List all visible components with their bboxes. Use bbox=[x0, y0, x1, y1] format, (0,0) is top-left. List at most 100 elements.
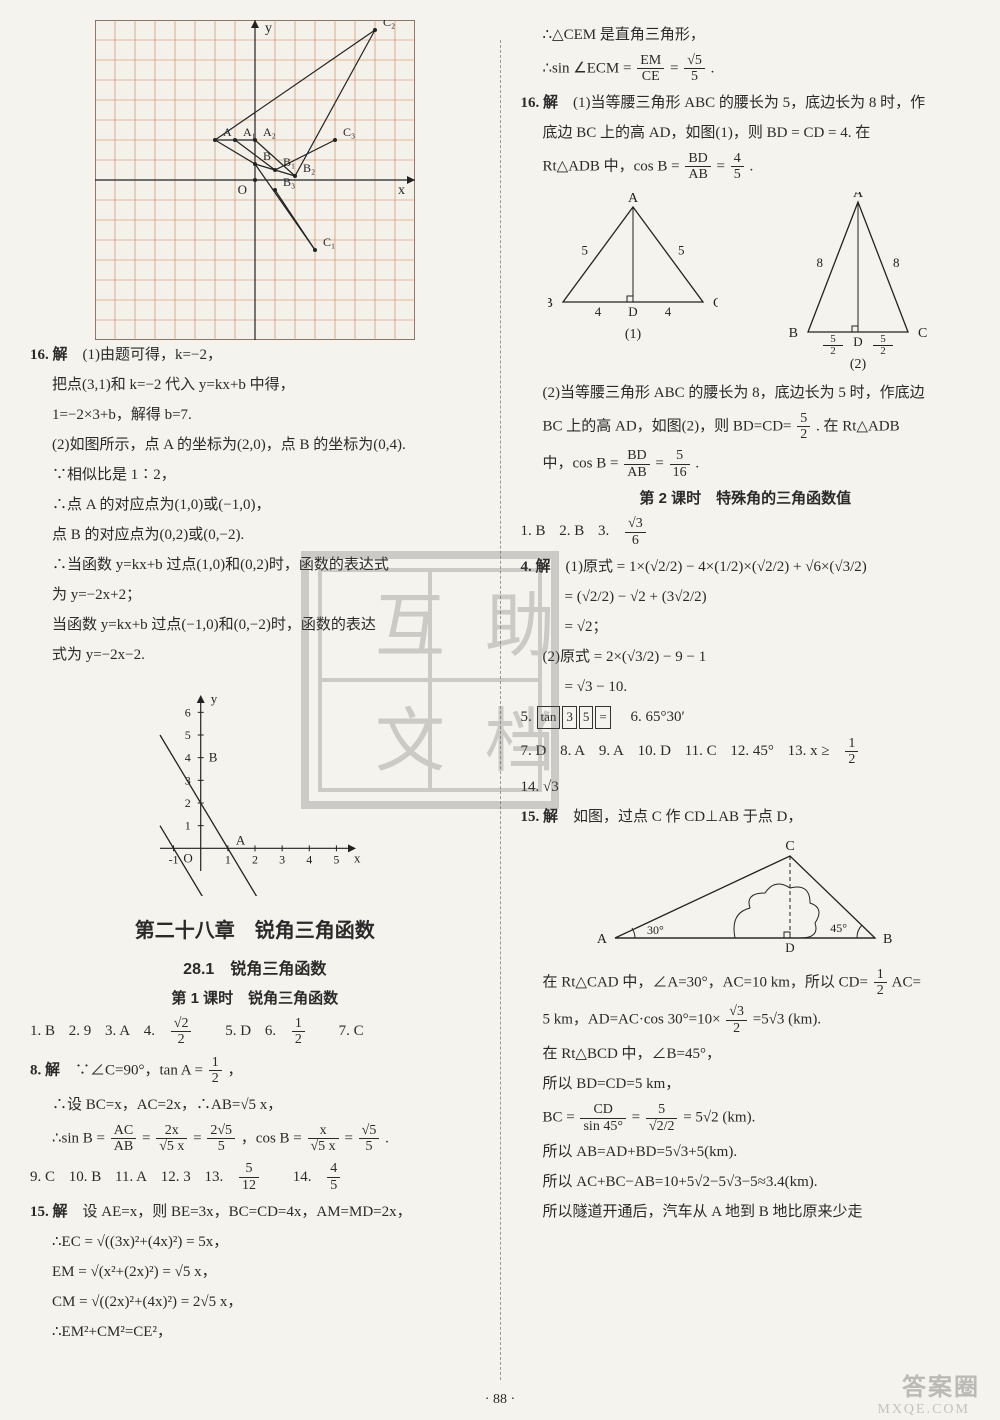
svg-text:D: D bbox=[628, 304, 637, 319]
svg-text:A: A bbox=[597, 932, 608, 947]
svg-text:B: B bbox=[883, 932, 892, 947]
q16-l7: 点 B 的对应点为(0,2)或(0,−2). bbox=[30, 523, 480, 547]
r-q15b-l4: 所以 BD=CD=5 km， bbox=[521, 1072, 971, 1096]
answers-row-2: 9. C 10. B 11. A 12. 3 13. 512 14. 45 bbox=[30, 1161, 480, 1193]
svg-text:y: y bbox=[265, 21, 272, 36]
q16-l9: 为 y=−2x+2； bbox=[30, 583, 480, 607]
section-title: 28.1 锐角三角函数 bbox=[30, 955, 480, 979]
svg-text:A: A bbox=[628, 192, 639, 206]
answers-row-4: 7. D 8. A 9. A 10. D 11. C 12. 45° 13. x… bbox=[521, 736, 971, 768]
lesson1-title: 第 1 课时 锐角三角函数 bbox=[30, 987, 480, 1008]
svg-text:C₂: C₂ bbox=[383, 20, 395, 29]
svg-text:8: 8 bbox=[816, 255, 823, 270]
svg-text:C: C bbox=[918, 326, 927, 341]
svg-text:2: 2 bbox=[252, 852, 258, 866]
q16-l6: ∴点 A 的对应点为(1,0)或(−1,0)， bbox=[30, 493, 480, 517]
svg-text:O: O bbox=[183, 850, 192, 865]
r-q15b-l3: 在 Rt△BCD 中，∠B=45°， bbox=[521, 1042, 971, 1066]
watermark-url: MXQE.COM bbox=[877, 1402, 970, 1418]
svg-text:B: B bbox=[548, 296, 553, 311]
q16-l3: 1=−2×3+b，解得 b=7. bbox=[30, 403, 480, 427]
svg-text:6: 6 bbox=[184, 705, 190, 719]
svg-text:C: C bbox=[786, 839, 795, 854]
svg-text:2: 2 bbox=[184, 796, 190, 810]
r-q15b-l5: BC = CDsin 45° = 5√2/2 = 5√2 (km). bbox=[521, 1102, 971, 1134]
svg-text:D: D bbox=[853, 334, 862, 349]
svg-text:1: 1 bbox=[184, 819, 190, 833]
r-q4-l3: = √2； bbox=[521, 615, 971, 639]
q16-label: 16. 解 (1)由题可得，k=−2， bbox=[30, 343, 480, 367]
svg-text:5: 5 bbox=[581, 242, 588, 257]
triangle-figure-3: 30°45°ABCD bbox=[595, 838, 895, 958]
page-container: xyOABA₁B₁A₂B₂C₁C₂C₃B₃ 16. 解 (1)由题可得，k=−2… bbox=[0, 0, 1000, 1420]
chapter-title: 第二十八章 锐角三角函数 bbox=[30, 914, 480, 943]
q16-l8: ∴当函数 y=kx+b 过点(1,0)和(0,2)时，函数的表达式 bbox=[30, 553, 480, 577]
svg-text:A: A bbox=[236, 832, 246, 847]
cont-l1: ∴△CEM 是直角三角形， bbox=[521, 23, 971, 47]
column-divider bbox=[500, 40, 501, 1380]
r-q16b-l1: (2)当等腰三角形 ABC 的腰长为 8，底边长为 5 时，作底边 bbox=[521, 381, 971, 405]
line-chart: -112345123456OxyAB bbox=[135, 676, 375, 896]
svg-text:y: y bbox=[210, 691, 217, 706]
svg-text:B₂: B₂ bbox=[303, 161, 315, 175]
svg-text:A₂: A₂ bbox=[263, 125, 276, 139]
q15-l5: ∴EM²+CM²=CE²， bbox=[30, 1320, 480, 1344]
answers-row-1: 1. B 2. 9 3. A 4. √22 5. D 6. 12 7. C bbox=[30, 1016, 480, 1048]
svg-text:5: 5 bbox=[184, 728, 190, 742]
r-q4-l5: = √3 − 10. bbox=[521, 675, 971, 699]
svg-text:4: 4 bbox=[184, 751, 190, 765]
r-q15b-l7: 所以 AC+BC−AB=10+5√2−5√3−5≈3.4(km). bbox=[521, 1170, 971, 1194]
svg-text:A₁: A₁ bbox=[243, 125, 256, 139]
svg-text:(2): (2) bbox=[849, 357, 866, 372]
svg-text:D: D bbox=[786, 940, 795, 955]
watermark-brand: 答案圈 bbox=[902, 1367, 980, 1402]
r-q4-label: 4. 解 (1)原式 = 1×(√2/2) − 4×(1/2)×(√2/2) +… bbox=[521, 555, 971, 579]
r-q16-l3: Rt△ADB 中，cos B = BDAB = 45 . bbox=[521, 151, 971, 183]
triangle-figure-2: ABCD885252(2) bbox=[773, 192, 943, 372]
r-q4-l4: (2)原式 = 2×(√3/2) − 9 − 1 bbox=[521, 645, 971, 669]
svg-text:C₃: C₃ bbox=[343, 125, 355, 139]
q8-l2: ∴设 BC=x，AC=2x，∴AB=√5 x， bbox=[30, 1093, 480, 1117]
r-q15b-l2: 5 km，AD=AC·cos 30°=10× √32 =5√3 (km). bbox=[521, 1004, 971, 1036]
svg-text:A: A bbox=[223, 125, 232, 139]
answers-row-3: 1. B 2. B 3. √36 bbox=[521, 516, 971, 548]
grid-figure: xyOABA₁B₁A₂B₂C₁C₂C₃B₃ bbox=[95, 20, 415, 340]
q15-l4: CM = √((2x)²+(4x)²) = 2√5 x， bbox=[30, 1290, 480, 1314]
r-q15b-l8: 所以隧道开通后，汽车从 A 地到 B 地比原来少走 bbox=[521, 1200, 971, 1224]
triangle-figure-1: A B C D 5 5 4 4 (1) bbox=[548, 192, 718, 342]
right-column: ∴△CEM 是直角三角形， ∴sin ∠ECM = EMCE = √55 . 1… bbox=[521, 20, 971, 1400]
svg-text:3: 3 bbox=[279, 852, 285, 866]
triangle-row: ABCD5544(1) ABCD885252(2) bbox=[521, 192, 971, 372]
q16-l11: 式为 y=−2x−2. bbox=[30, 643, 480, 667]
r-q4-l2: = (√2/2) − √2 + (3√2/2) bbox=[521, 585, 971, 609]
svg-text:8: 8 bbox=[893, 255, 900, 270]
svg-text:B₁: B₁ bbox=[283, 155, 295, 169]
svg-text:A: A bbox=[853, 192, 864, 201]
q15-label: 15. 解 设 AE=x，则 BE=3x，BC=CD=4x，AM=MD=2x， bbox=[30, 1200, 480, 1224]
svg-text:4: 4 bbox=[595, 304, 602, 319]
svg-text:30°: 30° bbox=[647, 923, 664, 937]
svg-text:B: B bbox=[263, 149, 271, 163]
r-q15b-l1: 在 Rt△CAD 中，∠A=30°，AC=10 km，所以 CD= 12 AC= bbox=[521, 967, 971, 999]
q5-line: 5. tan35= 6. 65°30′ bbox=[521, 705, 971, 729]
left-column: xyOABA₁B₁A₂B₂C₁C₂C₃B₃ 16. 解 (1)由题可得，k=−2… bbox=[30, 20, 480, 1400]
svg-text:O: O bbox=[237, 182, 246, 197]
svg-text:C: C bbox=[713, 296, 718, 311]
svg-text:(1): (1) bbox=[625, 327, 642, 342]
r-q16b-l3: 中，cos B = BDAB = 516 . bbox=[521, 448, 971, 480]
r-q16-l2: 底边 BC 上的高 AD，如图(1)，则 BD = CD = 4. 在 bbox=[521, 121, 971, 145]
svg-text:5: 5 bbox=[333, 852, 339, 866]
r-q15b-l6: 所以 AB=AD+BD=5√3+5(km). bbox=[521, 1140, 971, 1164]
q15-l2: ∴EC = √((3x)²+(4x)²) = 5x， bbox=[30, 1230, 480, 1254]
svg-text:x: x bbox=[398, 183, 405, 198]
svg-text:x: x bbox=[354, 850, 361, 865]
svg-text:4: 4 bbox=[665, 304, 672, 319]
svg-text:1: 1 bbox=[225, 852, 231, 866]
r-q16b-l2: BC 上的高 AD，如图(2)，则 BD=CD= 52 . 在 Rt△ADB bbox=[521, 411, 971, 443]
q8-l3: ∴sin B = ACAB = 2x√5 x = 2√55 ，cos B = x… bbox=[30, 1123, 480, 1155]
svg-text:5: 5 bbox=[678, 242, 685, 257]
q16-l5: ∵相似比是 1∶2， bbox=[30, 463, 480, 487]
svg-text:C₁: C₁ bbox=[323, 235, 335, 249]
svg-text:4: 4 bbox=[306, 852, 312, 866]
q8-label: 8. 解 ∵∠C=90°，tan A = 12 ， bbox=[30, 1055, 480, 1087]
